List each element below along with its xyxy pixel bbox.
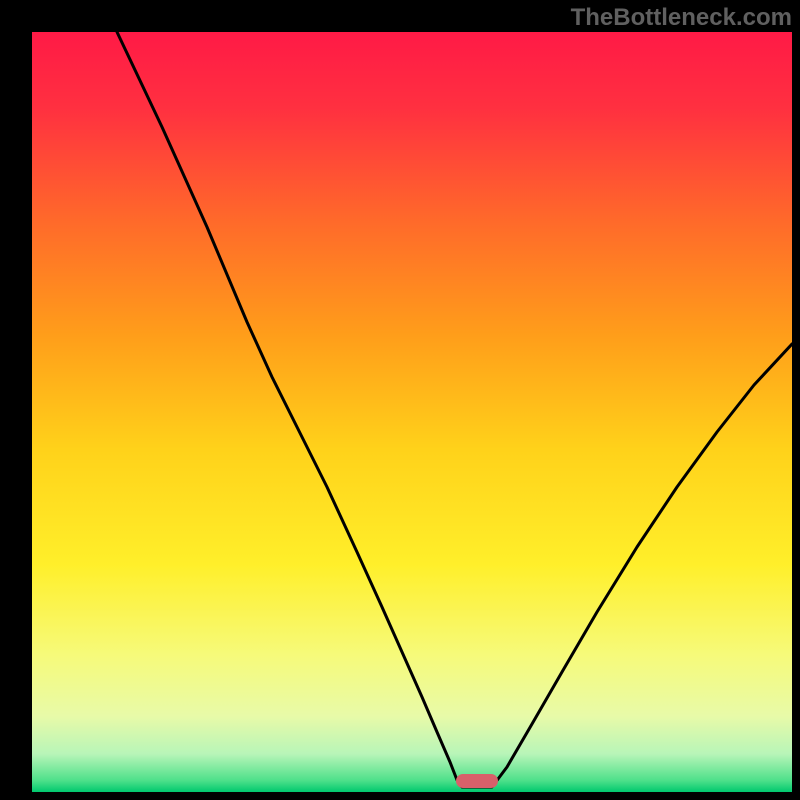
watermark-text: TheBottleneck.com xyxy=(571,4,792,32)
plot-area xyxy=(32,32,792,792)
optimal-marker xyxy=(456,774,498,788)
bottleneck-curve xyxy=(32,32,792,792)
chart-container: TheBottleneck.com xyxy=(0,0,800,800)
